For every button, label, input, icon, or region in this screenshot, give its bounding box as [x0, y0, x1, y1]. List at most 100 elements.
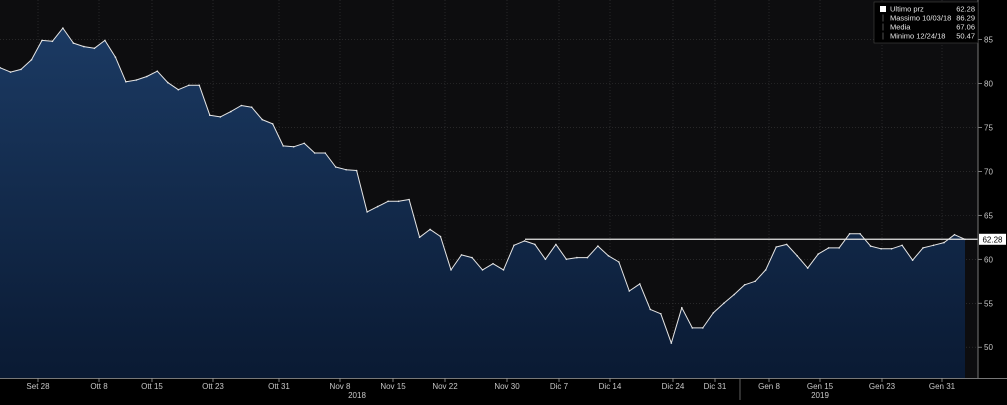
- price-point: [796, 255, 798, 257]
- price-point: [953, 233, 956, 236]
- price-point: [859, 233, 861, 235]
- x-tick-label: Gen 23: [869, 382, 896, 391]
- price-point: [597, 245, 599, 247]
- x-tick-label: Ott 23: [202, 382, 224, 391]
- price-area-fill: [0, 28, 965, 378]
- price-point: [785, 243, 788, 246]
- price-point: [62, 27, 64, 29]
- x-tick-label: Dic 14: [599, 382, 622, 391]
- price-point: [544, 258, 547, 261]
- price-point: [943, 241, 945, 244]
- price-point: [534, 243, 536, 246]
- legend: Ultimo prz 62.28 Massimo 10/03/18 86.29 Medi…: [873, 1, 979, 44]
- price-point: [30, 59, 33, 61]
- price-point: [9, 71, 12, 73]
- legend-value: 62.28: [956, 5, 975, 14]
- price-point: [523, 240, 526, 242]
- y-tick-label: 50: [984, 343, 993, 352]
- price-point: [576, 256, 578, 259]
- price-point: [387, 200, 389, 203]
- price-point: [429, 228, 431, 231]
- price-point: [723, 302, 725, 305]
- price-point: [313, 152, 316, 154]
- price-point: [230, 110, 232, 113]
- price-point: [72, 42, 75, 44]
- price-point: [177, 88, 180, 91]
- price-area: [0, 27, 966, 378]
- price-point: [240, 104, 243, 107]
- price-point: [41, 39, 43, 42]
- x-tick-label: Dic 7: [550, 382, 569, 391]
- price-point: [502, 269, 505, 271]
- y-tick-label: 70: [984, 167, 993, 176]
- price-point: [775, 246, 777, 248]
- y-tick-label: 75: [984, 123, 993, 132]
- price-point: [261, 118, 264, 121]
- y-tick-label: 80: [984, 80, 993, 89]
- price-point: [366, 211, 368, 213]
- price-point: [408, 198, 410, 201]
- price-point: [869, 245, 872, 247]
- price-point: [146, 75, 148, 78]
- price-point: [848, 233, 851, 235]
- price-point: [890, 248, 893, 250]
- price-point: [376, 205, 379, 208]
- legend-label: Media: [890, 23, 911, 32]
- price-point: [565, 258, 568, 261]
- year-label: 2019: [811, 391, 829, 400]
- price-point: [303, 142, 306, 145]
- legend-label: Minimo 12/24/18: [890, 32, 945, 41]
- last-price-tag: [979, 233, 1006, 245]
- price-point: [628, 290, 631, 292]
- x-tick-label: Ott 15: [141, 382, 163, 391]
- price-point: [355, 169, 358, 172]
- price-point: [649, 308, 652, 311]
- price-point: [901, 244, 903, 247]
- price-point: [712, 312, 715, 314]
- price-point: [607, 255, 610, 257]
- price-point: [806, 267, 809, 269]
- price-point: [219, 116, 222, 118]
- price-point: [114, 56, 117, 58]
- price-point: [397, 200, 400, 203]
- price-point: [334, 166, 337, 168]
- price-point: [125, 81, 127, 83]
- price-point: [670, 342, 673, 344]
- x-tick-label: Set 28: [26, 382, 50, 391]
- price-point: [450, 269, 452, 271]
- price-point: [827, 247, 830, 249]
- price-point: [922, 247, 924, 249]
- price-point: [513, 244, 515, 247]
- year-label: 2018: [348, 391, 366, 400]
- price-point: [83, 45, 85, 48]
- legend-label: Massimo 10/03/18: [890, 14, 951, 23]
- price-point: [639, 283, 641, 285]
- price-point: [292, 146, 295, 148]
- legend-value: 50.47: [956, 32, 975, 41]
- price-point: [167, 81, 169, 84]
- price-point: [209, 114, 211, 116]
- price-point: [691, 327, 694, 329]
- price-point: [743, 284, 746, 286]
- price-point: [250, 106, 253, 108]
- price-point: [618, 261, 620, 263]
- price-point: [460, 254, 463, 256]
- last-price-marker: 62.28: [525, 233, 1006, 245]
- price-point: [51, 40, 54, 43]
- x-tick-label: Gen 8: [758, 382, 780, 391]
- x-tick-label: Ott 8: [90, 382, 108, 391]
- price-point: [555, 243, 557, 246]
- price-point: [817, 253, 819, 255]
- legend-value: 86.29: [956, 14, 975, 23]
- last-price-label: 62.28: [982, 235, 1003, 244]
- x-tick-label: Dic 31: [704, 382, 727, 391]
- x-tick-label: Ott 31: [268, 382, 290, 391]
- price-point: [702, 327, 704, 329]
- x-tick-label: Nov 8: [330, 382, 351, 391]
- legend-box: [873, 1, 979, 44]
- y-tick-label: 85: [984, 36, 993, 45]
- price-point: [586, 256, 589, 259]
